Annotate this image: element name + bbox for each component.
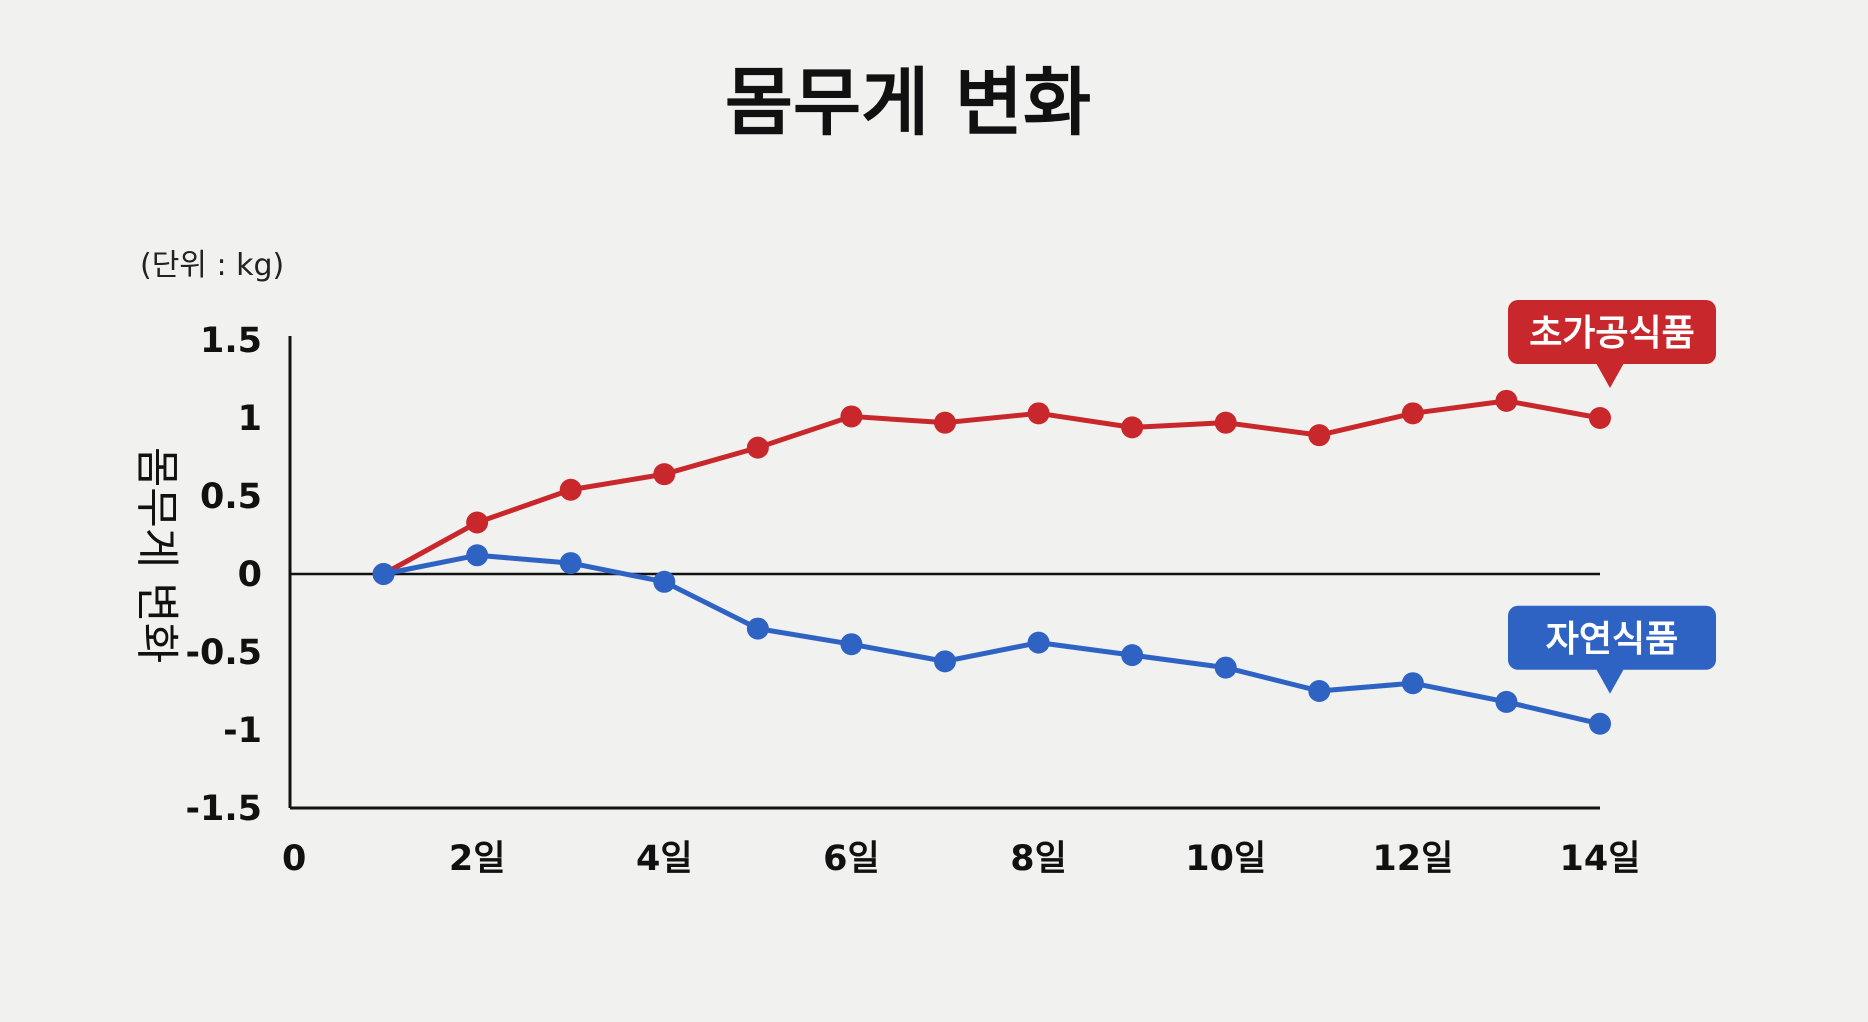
series-name-label: 자연식품 xyxy=(1546,619,1678,660)
series-name-label: 초가공식품 xyxy=(1529,313,1695,354)
data-point xyxy=(840,633,863,656)
data-point xyxy=(653,570,676,593)
data-point xyxy=(1495,690,1518,713)
y-tick-label: 0.5 xyxy=(200,477,262,517)
data-point xyxy=(1121,644,1144,667)
data-point xyxy=(1027,631,1050,654)
y-tick-label: -1.5 xyxy=(185,789,262,829)
data-point xyxy=(1308,424,1331,447)
data-point xyxy=(1401,402,1424,425)
series-2 xyxy=(372,544,1611,735)
callout-pointer xyxy=(1596,363,1624,388)
data-point xyxy=(746,617,769,640)
x-tick-label: 6일 xyxy=(823,839,880,879)
data-point xyxy=(466,544,489,567)
data-point xyxy=(1589,712,1611,735)
data-point xyxy=(1401,672,1424,695)
data-point xyxy=(1495,389,1518,412)
series-1 xyxy=(372,389,1611,585)
callout-1: 초가공식품 xyxy=(1508,300,1716,388)
chart-title: 몸무게 변화 xyxy=(725,60,1091,146)
callout-box xyxy=(1508,300,1716,364)
x-tick-label: 2일 xyxy=(449,839,506,879)
data-point xyxy=(1214,656,1237,679)
data-point xyxy=(559,552,582,575)
x-tick-label: 8일 xyxy=(1010,839,1067,879)
y-tick-labels: 1.5 1 0.5 0 -0.5 -1 -1.5 xyxy=(185,321,262,829)
data-point xyxy=(559,478,582,501)
x-tick-label: 10일 xyxy=(1185,839,1266,879)
y-tick-label: 1 xyxy=(238,399,262,439)
data-point xyxy=(1027,402,1050,425)
y-axis-label: 몸무게 변화 xyxy=(131,447,182,663)
unit-note: (단위 : kg) xyxy=(140,248,284,283)
axes xyxy=(288,336,1600,810)
data-point xyxy=(372,563,395,585)
x-tick-label: 4일 xyxy=(636,839,693,879)
data-point xyxy=(746,436,769,459)
x-tick-label: 0 xyxy=(282,839,306,879)
y-tick-label: -0.5 xyxy=(185,633,262,673)
x-tick-label: 12일 xyxy=(1372,839,1453,879)
series-layer xyxy=(372,389,1611,735)
data-point xyxy=(1308,680,1331,702)
callout-2: 자연식품 xyxy=(1508,605,1716,694)
data-point xyxy=(840,405,863,428)
y-tick-label: 1.5 xyxy=(200,321,262,361)
series-line xyxy=(383,552,1601,727)
data-point xyxy=(1589,407,1611,429)
series-line xyxy=(382,398,1601,577)
data-point xyxy=(1214,411,1237,434)
data-point xyxy=(934,650,956,673)
data-point xyxy=(466,511,489,534)
callout-pointer xyxy=(1596,668,1624,694)
x-tick-labels: 0 2일 4일 6일 8일 10일 12일 14일 xyxy=(282,839,1640,879)
data-point xyxy=(934,411,956,434)
x-tick-label: 14일 xyxy=(1560,839,1641,879)
data-point xyxy=(653,463,676,486)
y-tick-label: -1 xyxy=(223,711,262,751)
y-tick-label: 0 xyxy=(238,555,262,595)
callout-box xyxy=(1508,605,1716,670)
data-point xyxy=(1121,416,1144,439)
